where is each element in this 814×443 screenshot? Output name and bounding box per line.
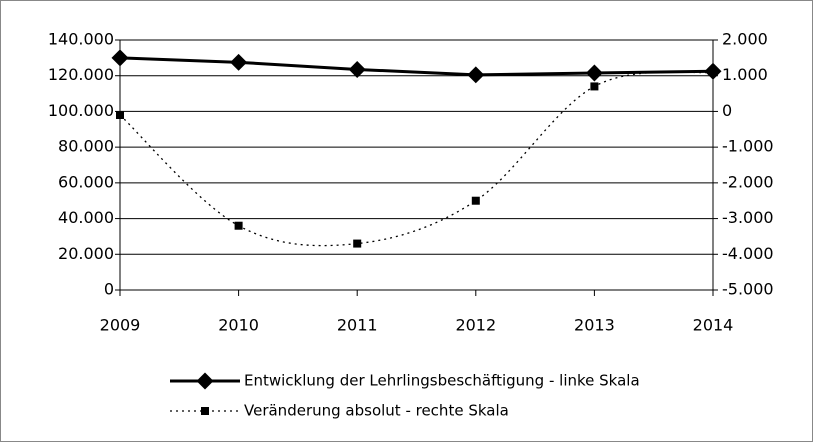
y2-tick-label: -1.000 — [722, 137, 774, 156]
series-line — [119, 56, 714, 77]
x-tick-label: 2009 — [100, 316, 141, 335]
y2-tick-label: 2.000 — [722, 30, 768, 49]
y-tick-label: 80.000 — [58, 137, 114, 156]
square-marker — [234, 221, 243, 230]
diamond-marker — [348, 60, 366, 78]
y-tick-label: 0 — [104, 280, 114, 299]
x-tick-label: 2013 — [574, 316, 615, 335]
y2-tick-label: -5.000 — [722, 280, 774, 299]
x-tick-label: 2010 — [218, 316, 259, 335]
square-marker — [471, 196, 480, 205]
y2-tick-label: -4.000 — [722, 244, 774, 263]
y-tick-label: 40.000 — [58, 208, 114, 227]
y-tick-label: 20.000 — [58, 244, 114, 263]
square-marker — [590, 82, 599, 91]
legend-marker — [201, 407, 209, 415]
y-tick-label: 60.000 — [58, 172, 114, 191]
diamond-marker — [467, 66, 485, 84]
square-marker — [353, 239, 362, 248]
y2-tick-label: -3.000 — [722, 208, 774, 227]
legend-label: Veränderung absolut - rechte Skala — [244, 402, 509, 420]
y2-tick-label: 0 — [722, 101, 732, 120]
x-tick-label: 2014 — [693, 316, 734, 335]
square-marker — [116, 111, 124, 119]
legend: Entwicklung der Lehrlingsbeschäftigung -… — [170, 372, 640, 420]
legend-marker — [196, 372, 214, 390]
diamond-marker — [585, 64, 603, 82]
y-tick-label: 140.000 — [48, 30, 114, 49]
x-tick-label: 2011 — [337, 316, 378, 335]
y-tick-label: 100.000 — [48, 101, 114, 120]
y-tick-label: 120.000 — [48, 65, 114, 84]
square-marker — [709, 68, 717, 77]
y2-tick-label: 1.000 — [722, 65, 768, 84]
y2-tick-label: -2.000 — [722, 172, 774, 191]
x-tick-label: 2012 — [455, 316, 496, 335]
legend-label: Entwicklung der Lehrlingsbeschäftigung -… — [244, 372, 640, 390]
diamond-marker — [111, 49, 129, 67]
